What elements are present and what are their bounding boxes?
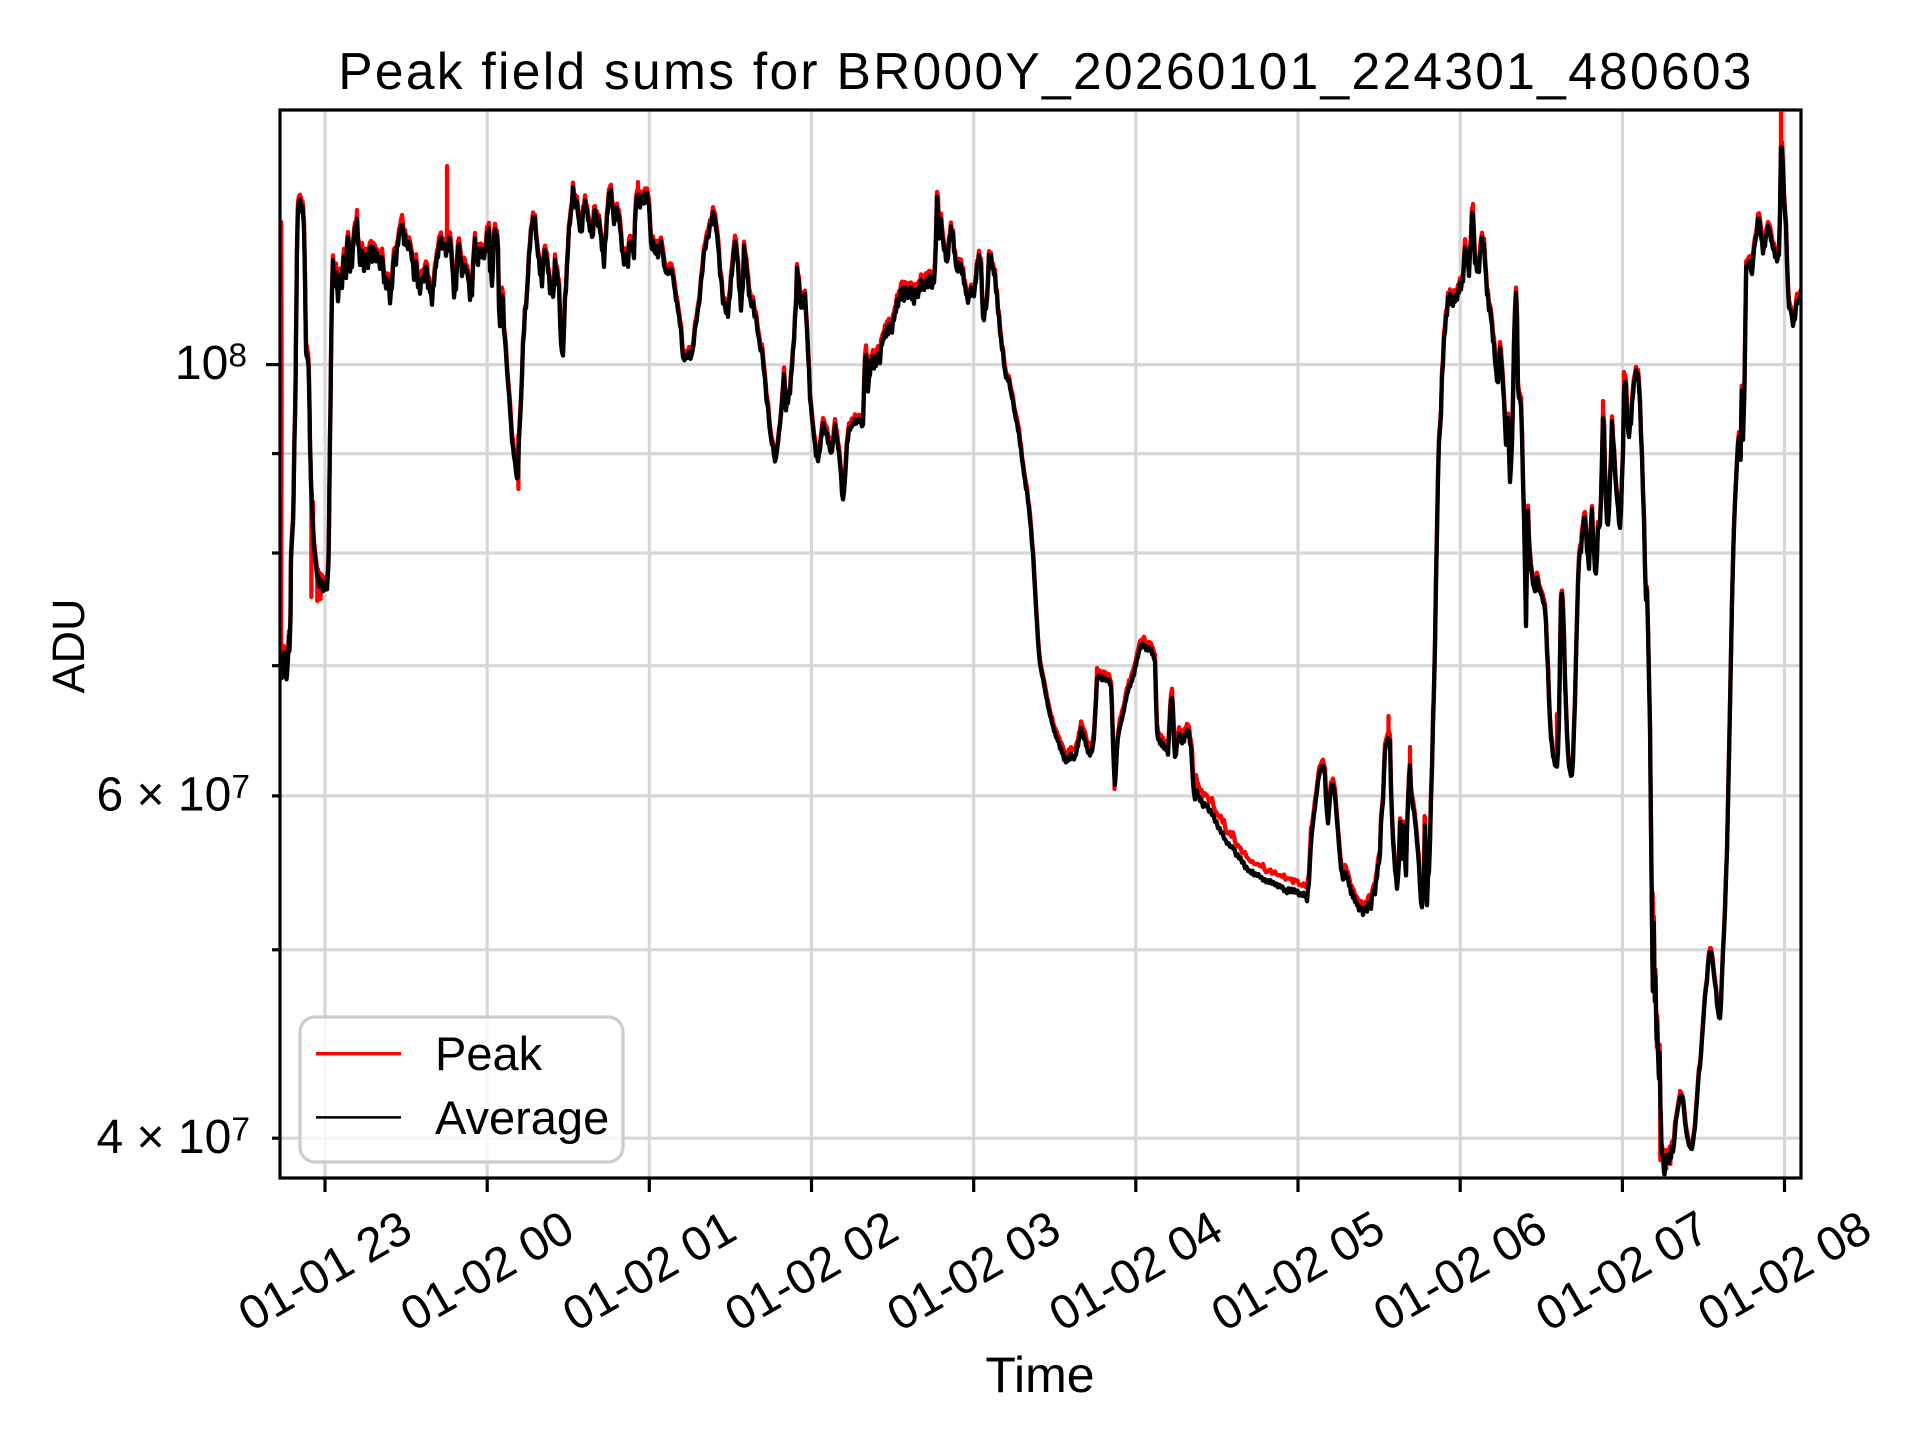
svg-text:Peak: Peak (435, 1027, 543, 1080)
svg-text:6 × 107: 6 × 107 (97, 769, 250, 822)
svg-text:4 × 107: 4 × 107 (97, 1111, 250, 1164)
svg-text:ADU: ADU (43, 598, 94, 693)
svg-text:Peak field sums for BR000Y_202: Peak field sums for BR000Y_20260101_2243… (338, 42, 1754, 100)
svg-text:Average: Average (435, 1091, 609, 1144)
svg-text:Time: Time (985, 1347, 1094, 1403)
